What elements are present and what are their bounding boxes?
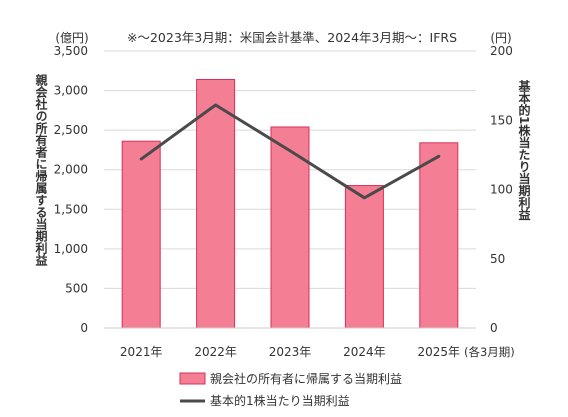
x-tick-label: 2024年 xyxy=(343,345,386,359)
left-tick-label: 2,500 xyxy=(54,123,88,137)
left-tick-label: 3,000 xyxy=(54,84,88,98)
bar xyxy=(419,142,459,329)
legend-label-line: 基本的1株当たり当期利益 xyxy=(210,393,350,408)
x-tick-label: 2021年 xyxy=(120,345,163,359)
right-axis-unit: (円) xyxy=(490,31,511,45)
x-tick-label: 2025年 xyxy=(418,345,461,359)
left-tick-label: 1,000 xyxy=(54,242,88,256)
bar xyxy=(196,78,236,329)
bar-series xyxy=(121,78,459,329)
left-tick-label: 2,000 xyxy=(54,163,88,177)
left-tick-label: 1,500 xyxy=(54,202,88,216)
right-axis-label: 基本的1株当たり当期利益 xyxy=(517,79,531,221)
legend-label-bar: 親会社の所有者に帰属する当期利益 xyxy=(210,371,402,386)
x-tick-label: 2022年 xyxy=(194,345,237,359)
left-axis-label: 親会社の所有者に帰属する当期利益 xyxy=(34,73,48,267)
left-tick-label: 3,500 xyxy=(54,44,88,58)
x-axis-ticks: 2021年 2022年 2023年 2024年 2025年 xyxy=(120,345,460,359)
right-axis-ticks: 0 50 100 150 200 xyxy=(490,44,513,335)
bar xyxy=(344,185,384,329)
right-tick-label: 150 xyxy=(490,113,513,127)
left-axis-unit: (億円) xyxy=(55,31,88,45)
bar xyxy=(121,140,161,329)
right-tick-label: 100 xyxy=(490,183,513,197)
left-tick-label: 0 xyxy=(80,321,88,335)
line-series xyxy=(139,103,441,200)
x-tick-label: 2023年 xyxy=(269,345,312,359)
right-tick-label: 200 xyxy=(490,44,513,58)
legend-swatch-bar xyxy=(179,372,206,385)
x-axis-suffix: (各3月期) xyxy=(464,345,515,359)
series-line xyxy=(139,103,441,200)
left-tick-label: 500 xyxy=(65,281,88,295)
bar xyxy=(270,126,310,329)
right-tick-label: 0 xyxy=(490,321,498,335)
chart-title: ※～2023年3月期：米国会計基準、2024年3月期～：IFRS xyxy=(127,30,457,45)
legend: 親会社の所有者に帰属する当期利益 基本的1株当たり当期利益 xyxy=(179,371,402,408)
left-axis-ticks: 0 500 1,000 1,500 2,000 2,500 3,000 3,500 xyxy=(54,44,88,335)
right-tick-label: 50 xyxy=(490,252,505,266)
